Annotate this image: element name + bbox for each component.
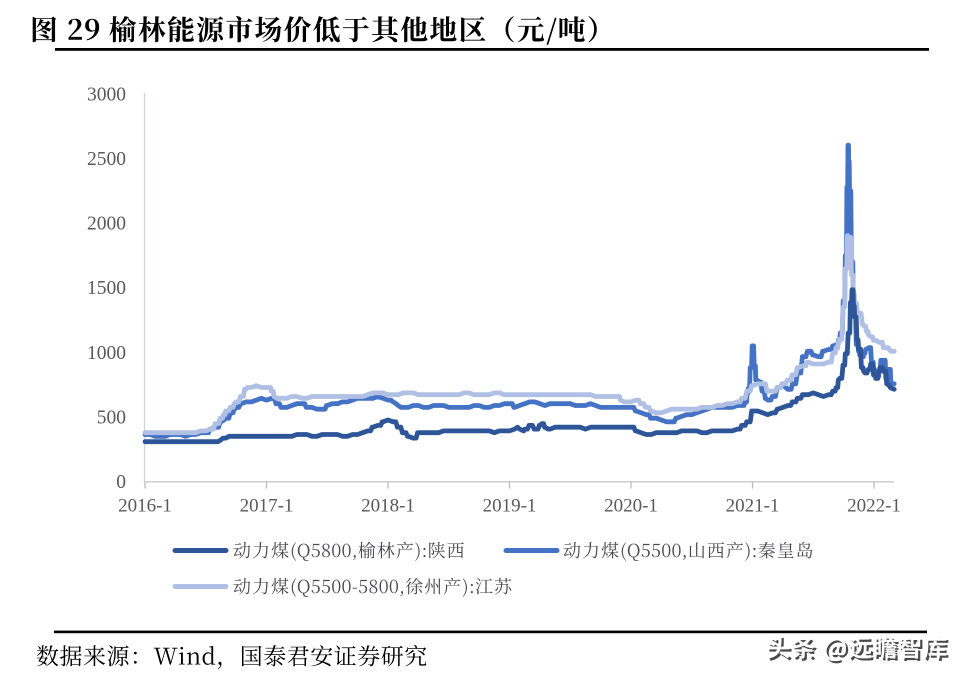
svg-text:2020-1: 2020-1 [604, 496, 658, 517]
svg-text:1000: 1000 [87, 343, 126, 364]
svg-text:2000: 2000 [87, 214, 126, 235]
svg-text:2016-1: 2016-1 [118, 496, 172, 517]
svg-text:1500: 1500 [87, 278, 126, 299]
svg-text:2500: 2500 [87, 149, 126, 170]
svg-text:0: 0 [116, 472, 126, 493]
svg-text:2021-1: 2021-1 [726, 496, 780, 517]
svg-text:3000: 3000 [87, 85, 126, 106]
svg-text:2018-1: 2018-1 [361, 496, 415, 517]
svg-text:2019-1: 2019-1 [483, 496, 537, 517]
svg-text:2017-1: 2017-1 [240, 496, 294, 517]
svg-text:2022-1: 2022-1 [847, 496, 901, 517]
svg-text:500: 500 [97, 407, 126, 428]
